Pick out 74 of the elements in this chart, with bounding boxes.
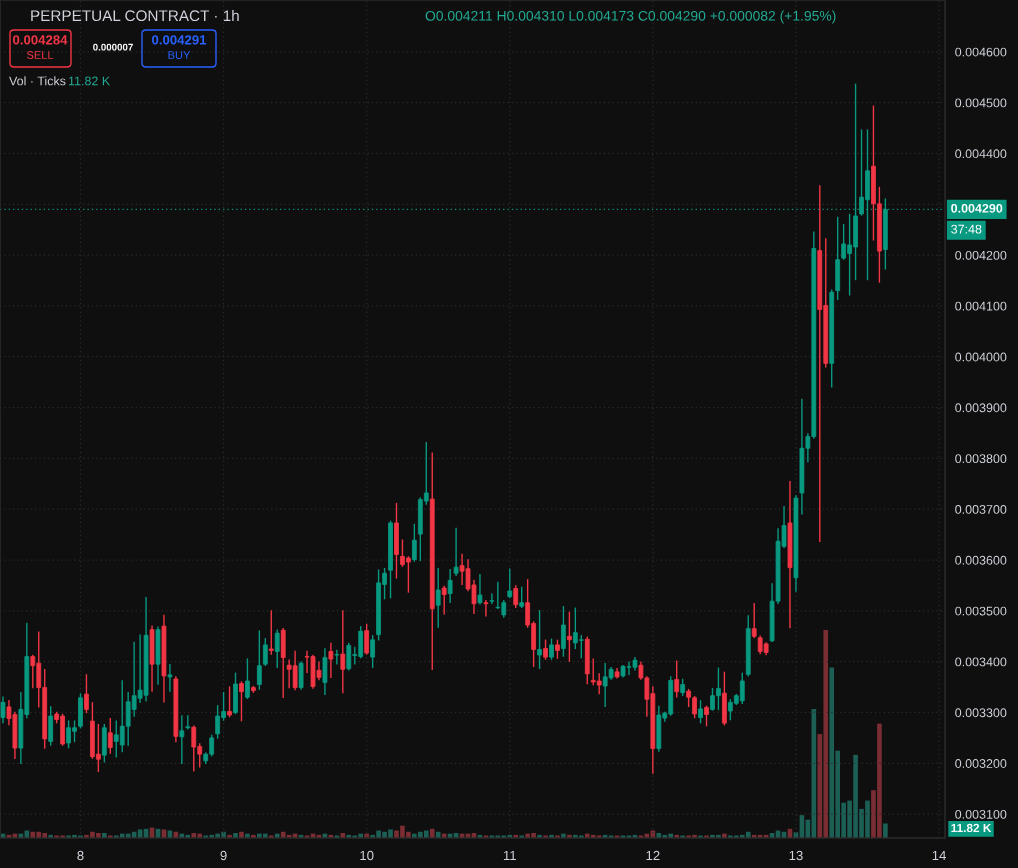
annotation: Vol · Ticks — [9, 76, 66, 86]
candlestick — [751, 603, 757, 638]
candlestick — [274, 629, 280, 668]
y-tick-label: 0.004400 — [955, 149, 1007, 159]
bar — [883, 823, 888, 838]
y-tick-label: 0.003800 — [955, 454, 1007, 464]
candlestick — [447, 568, 453, 603]
y-tick-label: 0.004500 — [955, 98, 1007, 108]
y-tick-label: 0.003300 — [955, 708, 1007, 718]
x-tick-label: 9 — [220, 850, 227, 861]
candlestick — [179, 715, 185, 764]
x-tick-label: 8 — [77, 850, 84, 861]
candlestick — [704, 705, 709, 727]
candlestick — [411, 523, 417, 562]
candlestick — [453, 527, 459, 576]
annotation: SELL — [26, 51, 54, 59]
candlestick — [328, 642, 334, 679]
candlestick — [519, 586, 525, 608]
candlestick — [441, 585, 447, 615]
annotation: 0.004291 — [152, 35, 207, 45]
y-tick-label: 0.004100 — [955, 301, 1007, 311]
x-tick-label: 10 — [360, 850, 374, 861]
candlestick — [107, 717, 113, 754]
annotation: 0.000007 — [93, 43, 133, 51]
candlestick — [435, 567, 441, 628]
candlestick — [567, 611, 572, 662]
text: PERPETUAL CONTRACT · 1h — [31, 9, 239, 22]
y-tick-label: 0.004200 — [955, 250, 1007, 260]
candlestick — [698, 700, 703, 724]
text: O0.004211 H0.004310 L0.004173 C0.004290 +0.000082 (+1.95%) — [425, 10, 836, 24]
candlestick — [262, 638, 268, 666]
ref-line-label: 0.004290 — [951, 203, 1003, 213]
candlestick — [507, 568, 513, 599]
candlestick — [513, 585, 519, 608]
y-tick-label: 0.003700 — [955, 505, 1007, 514]
candlestick — [256, 630, 262, 690]
annotation: BUY — [168, 51, 191, 59]
y-tick-label: 0.004600 — [955, 47, 1007, 57]
candlestick — [561, 606, 566, 657]
x-tick-label: 11 — [503, 850, 516, 861]
candlestick — [364, 623, 370, 655]
y-tick-label: 0.003900 — [955, 403, 1007, 413]
candlestick — [549, 638, 554, 660]
candlestick — [477, 574, 483, 605]
y-tick-label: 0.003600 — [955, 555, 1007, 565]
candlestick — [543, 639, 548, 660]
y-tick-label: 0.003100 — [955, 809, 1007, 819]
annotation: 0.004284 — [13, 35, 68, 45]
y-tick-label: 0.004000 — [955, 352, 1007, 362]
x-tick-label: 12 — [646, 850, 660, 861]
candlestick — [340, 610, 346, 694]
x-tick-label: 14 — [932, 850, 946, 861]
candlestick — [239, 681, 244, 722]
candlestick — [268, 610, 274, 655]
candlestick — [227, 686, 232, 718]
x-tick-label: 13 — [789, 850, 803, 861]
text: 11.82 K — [951, 823, 992, 833]
candlestick — [489, 593, 495, 604]
candlestick — [483, 599, 489, 617]
candlestick — [0, 696, 6, 724]
candlestick — [537, 610, 542, 669]
candlestick — [185, 715, 191, 730]
candlestick — [167, 664, 173, 692]
annotation: 11.82 K — [68, 76, 111, 86]
candlestick — [245, 658, 250, 699]
bar — [429, 828, 435, 838]
text: 37:48 — [951, 224, 982, 234]
candlestick — [370, 635, 376, 668]
candlestick — [334, 649, 340, 665]
y-tick-label: 0.003200 — [955, 759, 1007, 768]
y-tick-label: 0.003400 — [955, 657, 1007, 667]
y-tick-label: 0.003500 — [955, 606, 1007, 616]
candlestick — [674, 660, 680, 698]
candlestick — [84, 674, 89, 714]
